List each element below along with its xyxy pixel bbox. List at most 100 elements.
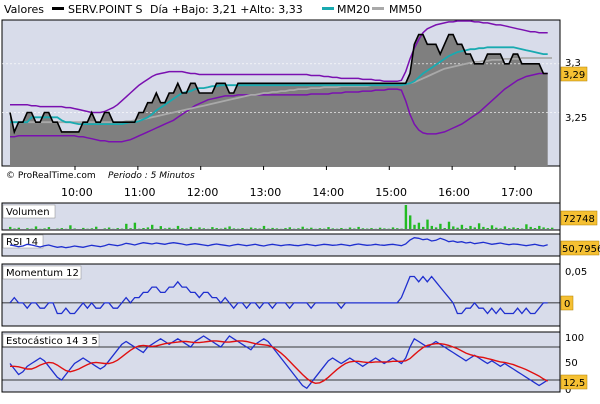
- volume-bar: [495, 228, 497, 229]
- volume-bar: [499, 228, 501, 229]
- volume-bar: [435, 227, 437, 229]
- x-tick-label: 13:00: [250, 186, 282, 199]
- volume-title: Volumen: [6, 207, 50, 218]
- volume-bar: [181, 228, 183, 229]
- volume-bar: [250, 228, 252, 230]
- volume-bar: [310, 228, 312, 229]
- legend-swatch-mm20: [322, 7, 334, 10]
- volume-bar: [302, 227, 304, 229]
- volume-bar: [160, 226, 162, 229]
- legend-label-mm20: MM20: [337, 3, 370, 16]
- volume-bar: [448, 222, 450, 229]
- volume-bar: [332, 228, 334, 229]
- volume-bar: [426, 220, 428, 229]
- volume-bar: [43, 228, 45, 229]
- volume-bar: [491, 225, 493, 229]
- volume-bar: [224, 228, 226, 229]
- volume-bar: [525, 224, 527, 229]
- volume-bar: [35, 226, 37, 229]
- volume-bar: [216, 228, 218, 229]
- volume-bar: [396, 228, 398, 229]
- momentum-plot-area: [2, 264, 560, 326]
- volume-bar: [379, 228, 381, 229]
- volume-bar: [444, 228, 446, 229]
- volume-bar: [534, 228, 536, 229]
- credit-text: © ProRealTime.com: [6, 171, 96, 181]
- y-tick-label: 3,25: [565, 113, 587, 124]
- volume-bar: [418, 223, 420, 229]
- volume-bar: [478, 223, 480, 229]
- x-tick-label: 12:00: [187, 186, 219, 199]
- x-tick-label: 14:00: [312, 186, 344, 199]
- volume-bar: [422, 227, 424, 229]
- volume-bar: [530, 227, 532, 229]
- volume-last-label: 72748: [563, 214, 595, 225]
- volume-bar: [461, 225, 463, 229]
- volume-bar: [69, 225, 71, 229]
- volume-bar: [392, 227, 394, 229]
- volume-bar: [474, 227, 476, 229]
- volume-bar: [508, 228, 510, 229]
- volume-bar: [104, 228, 106, 229]
- volume-bar: [117, 228, 119, 229]
- rsi-last-label: 50,7956: [562, 244, 600, 255]
- period-text: Periodo : 5 Minutos: [108, 171, 195, 181]
- legend-label-price: SERV.POINT S: [68, 3, 143, 16]
- volume-bar: [319, 228, 321, 229]
- volume-bar: [353, 229, 355, 230]
- volume-bar: [254, 228, 256, 229]
- volume-bar: [456, 228, 458, 229]
- volume-bar: [129, 228, 131, 229]
- volume-bar: [82, 228, 84, 229]
- volume-bar: [538, 226, 540, 229]
- volume-bar: [431, 226, 433, 229]
- volume-bar: [487, 228, 489, 229]
- volume-bar: [383, 228, 385, 229]
- volume-bar: [512, 227, 514, 229]
- volume-bar: [211, 227, 213, 229]
- volume-bar: [340, 228, 342, 229]
- legend-swatch-mm50: [372, 7, 384, 10]
- volume-bar: [370, 228, 372, 229]
- volume-bar: [203, 228, 205, 229]
- volume-bar: [177, 226, 179, 229]
- volume-bar: [349, 228, 351, 230]
- volume-bar: [228, 226, 230, 229]
- volume-bar: [142, 228, 144, 229]
- volume-bar: [413, 225, 415, 229]
- x-tick-label: 11:00: [124, 186, 156, 199]
- x-tick-label: 17:00: [501, 186, 533, 199]
- momentum-y-tick: 0,05: [565, 267, 587, 278]
- volume-bar: [241, 228, 243, 229]
- legend-swatch-price: [52, 7, 64, 10]
- legend-label-mm50: MM50: [389, 3, 422, 16]
- x-tick-label: 10:00: [61, 186, 93, 199]
- volume-bar: [185, 229, 187, 230]
- main-title: Valores: [4, 3, 44, 16]
- momentum-last-label: 0: [564, 299, 570, 310]
- volume-bar: [125, 224, 127, 229]
- stoch-y-tick: 100: [565, 333, 584, 344]
- volume-bar: [465, 228, 467, 229]
- volume-bar: [542, 227, 544, 229]
- volume-bar: [409, 215, 411, 229]
- volume-plot-area: [2, 203, 560, 230]
- volume-bar: [134, 223, 136, 229]
- volume-bar: [151, 225, 153, 229]
- volume-bar: [233, 228, 235, 229]
- volume-bar: [108, 228, 110, 230]
- volume-bar: [306, 229, 308, 230]
- info-text: Día +Bajo: 3,21 +Alto: 3,33: [150, 3, 303, 16]
- volume-bar: [147, 227, 149, 229]
- volume-bar: [327, 227, 329, 229]
- volume-bar: [164, 228, 166, 229]
- rsi-plot-area: [2, 234, 560, 256]
- volume-bar: [48, 227, 50, 229]
- volume-bar: [482, 227, 484, 229]
- x-tick-label: 15:00: [375, 186, 407, 199]
- x-tick-label: 16:00: [438, 186, 470, 199]
- volume-bar: [271, 228, 273, 229]
- volume-bar: [18, 228, 20, 229]
